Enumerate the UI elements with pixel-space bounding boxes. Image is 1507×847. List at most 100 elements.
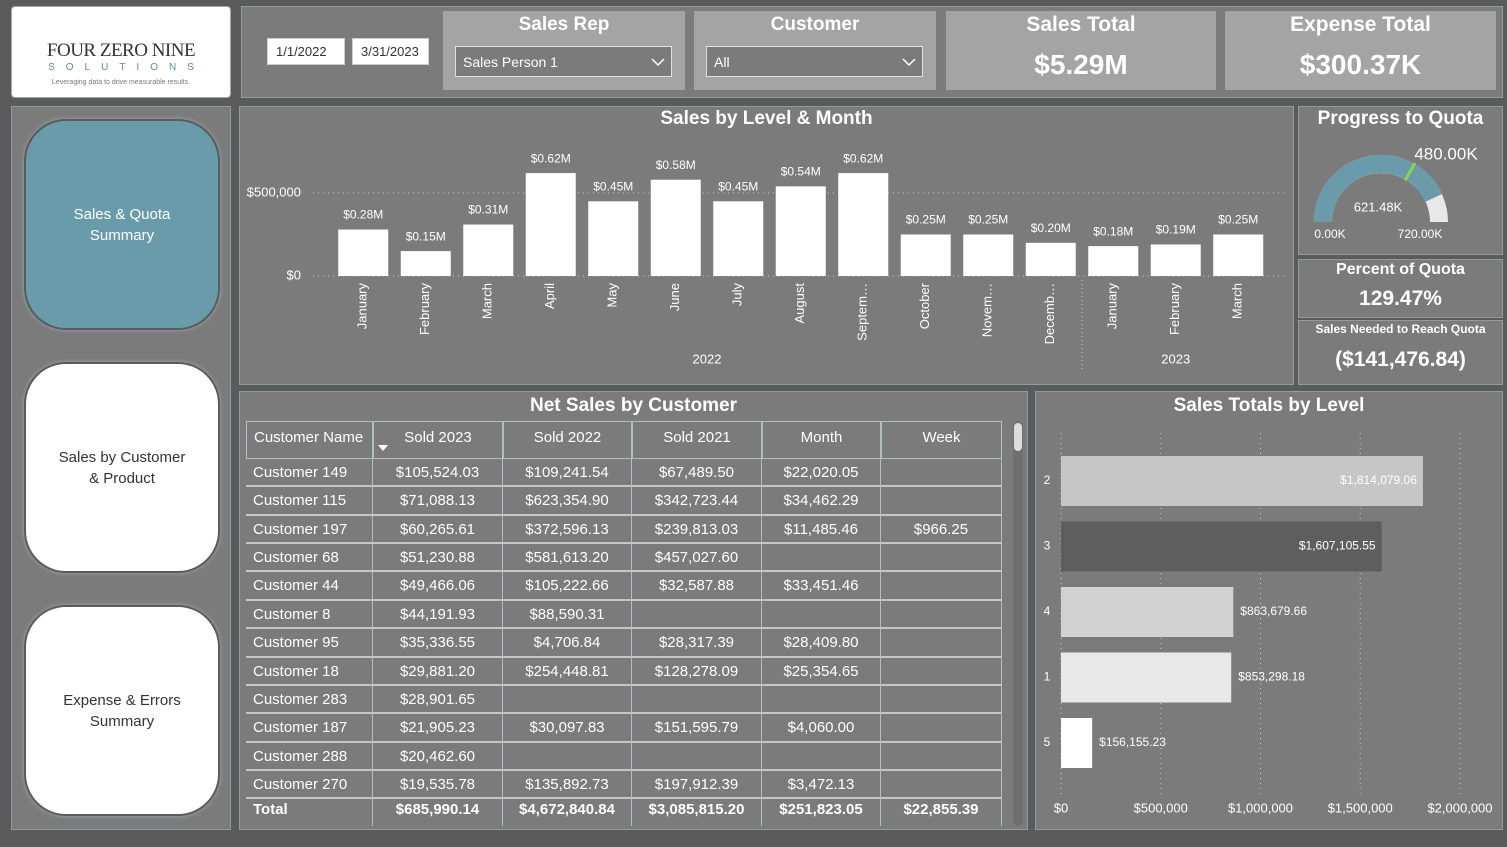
kpi-label: Expense Total — [1290, 13, 1431, 36]
kpi-label: Sales Needed to Reach Quota — [1315, 322, 1486, 336]
table-cell: $21,905.23 — [373, 714, 503, 743]
row-label: Customer 68 — [246, 544, 373, 573]
table-cell: $29,881.20 — [373, 657, 503, 686]
row-label: Customer 115 — [246, 487, 373, 516]
kpi-value: $5.29M — [1034, 49, 1128, 80]
scrollbar[interactable] — [1013, 421, 1023, 826]
table-cell: $34,462.29 — [762, 487, 881, 516]
end-date[interactable]: 3/31/2023 — [352, 38, 429, 65]
table-cell — [503, 685, 632, 715]
row-label: Customer 288 — [246, 742, 373, 771]
table-cell: $44,191.93 — [373, 600, 503, 630]
table-cell — [881, 657, 1002, 686]
row-label: Customer 283 — [246, 685, 373, 715]
dropdown[interactable]: Sales Person 1 — [455, 46, 672, 77]
table-cell — [762, 544, 881, 573]
table: Customer Name Sold 2023 Sold 2022 Sold 2021… — [246, 421, 1002, 826]
table-cell: $35,336.55 — [373, 629, 503, 658]
kpi-value: ($141,476.84) — [1335, 348, 1466, 371]
table-cell: $28,901.65 — [373, 685, 503, 715]
table-cell — [881, 600, 1002, 630]
table-cell: $197,912.39 — [632, 770, 762, 800]
row-label: Customer 149 — [246, 459, 373, 488]
dropdown-value: Sales Person 1 — [463, 54, 558, 70]
dropdown[interactable]: All — [706, 46, 923, 77]
table-cell: $966.25 — [881, 515, 1002, 545]
column-header: Sold 2023 — [373, 421, 503, 459]
table-cell — [503, 742, 632, 771]
row-label: Customer 95 — [246, 629, 373, 658]
kpi-card: Sales Total $5.29M — [946, 11, 1216, 90]
table-cell: $239,813.03 — [632, 515, 762, 545]
table-cell: $25,354.65 — [762, 657, 881, 686]
row-label: Customer 197 — [246, 515, 373, 545]
table-cell — [881, 487, 1002, 516]
chevron — [651, 58, 665, 67]
row-label: Customer 187 — [246, 714, 373, 743]
table-cell: $128,278.09 — [632, 657, 762, 686]
total-cell: $22,855.39 — [881, 799, 1002, 826]
table-cell: $3,472.13 — [762, 770, 881, 800]
table-cell: $11,485.46 — [762, 515, 881, 545]
kpi-card: Percent of Quota 129.47% — [1298, 259, 1503, 318]
scroll-thumb[interactable] — [1014, 423, 1022, 451]
table-cell — [762, 742, 881, 771]
table-cell: $457,027.60 — [632, 544, 762, 573]
table-cell: $342,723.44 — [632, 487, 762, 516]
kpi-value: $300.37K — [1299, 49, 1422, 80]
table-cell: $33,451.46 — [762, 572, 881, 601]
table-cell — [881, 685, 1002, 715]
table-cell — [881, 714, 1002, 743]
nav-button[interactable]: Sales by Customer & Product — [24, 362, 220, 573]
gauge-panel: Progress to Quota — [1298, 106, 1503, 255]
table-cell — [881, 572, 1002, 601]
table-cell: $581,613.20 — [503, 544, 632, 573]
bar-chart-panel: Sales by Level & Month — [239, 106, 1294, 385]
table-cell — [762, 600, 881, 630]
table-cell — [632, 600, 762, 630]
table-cell — [632, 685, 762, 715]
chart-title: Sales by Level & Month — [660, 108, 873, 129]
kpi-label: Sales Total — [1026, 13, 1136, 36]
chevron — [902, 58, 916, 67]
start-date[interactable]: 1/1/2022 — [267, 38, 345, 65]
table-cell: $105,222.66 — [503, 572, 632, 601]
kpi-label: Percent of Quota — [1336, 261, 1465, 278]
logo-subtitle: SOLUTIONS — [48, 62, 205, 73]
nav-button-active[interactable]: Sales & Quota Summary — [24, 119, 220, 330]
hbar-chart-panel: Sales Totals by Level — [1035, 391, 1503, 830]
kpi-card: Expense Total $300.37K — [1225, 11, 1496, 90]
table-cell: $30,097.83 — [503, 714, 632, 743]
table-cell: $49,466.06 — [373, 572, 503, 601]
chart-title: Sales Totals by Level — [1173, 395, 1365, 416]
slicer-title: Customer — [770, 14, 860, 35]
logo-word: NINE — [151, 40, 196, 61]
column-header: Month — [762, 421, 881, 459]
table-cell: $67,489.50 — [632, 459, 762, 488]
table-panel: Net Sales by Customer — [239, 391, 1028, 830]
table-cell: $109,241.54 — [503, 459, 632, 488]
dropdown-value: All — [714, 54, 730, 70]
table-cell: $71,088.13 — [373, 487, 503, 516]
customer-slicer: Customer All — [694, 11, 936, 90]
logo-words: FOUR ZERO NINE — [12, 40, 230, 62]
row-label: Customer 18 — [246, 657, 373, 686]
table-cell: $28,409.80 — [762, 629, 881, 658]
total-cell: $685,990.14 — [373, 799, 503, 826]
table-cell: $19,535.78 — [373, 770, 503, 800]
table-cell — [881, 544, 1002, 573]
navigation-panel: Sales & Quota Summary Sales by Customer … — [11, 106, 231, 830]
total-cell: $4,672,840.84 — [503, 799, 632, 826]
nav-button[interactable]: Expense & Errors Summary — [24, 605, 220, 816]
table-cell — [762, 685, 881, 715]
table-cell: $22,020.05 — [762, 459, 881, 488]
kpi-value: 129.47% — [1359, 287, 1442, 310]
table-cell: $151,595.79 — [632, 714, 762, 743]
table-cell: $4,706.84 — [503, 629, 632, 658]
column-header: Sold 2022 — [503, 421, 632, 459]
logo-tagline: Leveraging data to drive measurable resu… — [51, 79, 191, 86]
table-cell: $4,060.00 — [762, 714, 881, 743]
table-title: Net Sales by Customer — [530, 395, 737, 416]
logo-word: FOUR — [46, 40, 96, 61]
